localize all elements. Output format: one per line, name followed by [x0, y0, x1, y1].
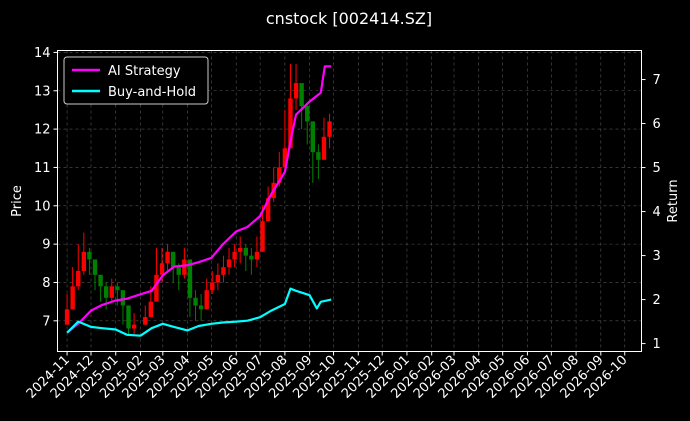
series-line-buy-and-hold — [66, 287, 332, 337]
candle-body — [305, 106, 310, 122]
candle-body — [221, 267, 226, 275]
return-tick-label: 7 — [653, 73, 661, 88]
candle-body — [103, 286, 109, 298]
price-tick-label: 12 — [34, 123, 51, 138]
candle-body — [210, 282, 215, 291]
price-tick-label: 9 — [42, 238, 50, 253]
candle-body — [176, 267, 181, 275]
candle-body — [243, 247, 248, 256]
candle-body — [81, 251, 87, 271]
candle-body — [249, 255, 254, 260]
candle-body — [159, 263, 165, 275]
legend-label-ai-strategy: AI Strategy — [108, 64, 181, 79]
return-tick-label: 2 — [653, 293, 661, 308]
return-tick-label: 5 — [653, 161, 661, 176]
candle-body — [327, 121, 332, 137]
candle-body — [76, 270, 81, 287]
candle-body — [109, 286, 114, 298]
price-axis: 7 8 9 10 11 12 13 14 — [34, 46, 58, 329]
candle-body — [64, 309, 70, 325]
candle-body — [148, 301, 154, 317]
candle-body — [204, 290, 209, 310]
candle-body — [198, 305, 204, 310]
candle-body — [120, 290, 126, 306]
candle-body — [282, 148, 288, 168]
plot-frame — [57, 50, 642, 352]
candle-body — [299, 83, 304, 107]
candle-body — [288, 98, 293, 149]
candle-body — [232, 251, 237, 260]
return-axis-label: Return — [666, 179, 681, 222]
series-line-ai-strategy — [66, 65, 332, 334]
return-tick-label: 1 — [653, 337, 661, 352]
return-axis: 1 2 3 4 5 6 7 — [641, 73, 661, 352]
price-tick-label: 11 — [34, 161, 51, 176]
candle-body — [115, 286, 120, 291]
candle-body — [254, 251, 260, 260]
candle-body — [70, 286, 75, 310]
return-lines — [66, 65, 332, 337]
price-tick-label: 14 — [34, 46, 51, 61]
candle-body — [277, 167, 282, 183]
price-axis-label: Price — [10, 185, 25, 217]
candle-body — [237, 247, 243, 252]
candle-body — [182, 259, 187, 275]
candle-body — [265, 198, 271, 222]
candle-body — [143, 316, 148, 325]
price-tick-label: 10 — [34, 199, 51, 214]
candle-body — [260, 221, 265, 252]
candle-body — [193, 297, 198, 306]
legend: AI Strategy Buy-and-Hold — [63, 56, 209, 105]
price-tick-label: 8 — [42, 276, 50, 291]
candle-body — [321, 136, 327, 160]
candle-body — [187, 259, 193, 298]
candle-body — [310, 121, 316, 153]
candle-body — [154, 274, 159, 302]
chart-title: cnstock [002414.SZ] — [266, 9, 432, 28]
legend-label-buy-and-hold: Buy-and-Hold — [108, 85, 196, 100]
candle-body — [215, 274, 221, 283]
candle-body — [165, 251, 170, 264]
return-tick-label: 3 — [653, 249, 661, 264]
candle-body — [92, 259, 98, 275]
candle-body — [316, 152, 321, 160]
return-tick-label: 4 — [653, 205, 661, 220]
return-tick-label: 6 — [653, 117, 661, 132]
candle-body — [170, 251, 176, 268]
candle-body — [226, 259, 232, 268]
candle-body — [87, 251, 92, 260]
candle-body — [126, 305, 131, 329]
candle-body — [293, 83, 299, 99]
candle-body — [131, 324, 137, 329]
price-tick-label: 13 — [34, 84, 51, 99]
candle-body — [98, 274, 103, 287]
price-tick-label: 7 — [42, 314, 50, 329]
